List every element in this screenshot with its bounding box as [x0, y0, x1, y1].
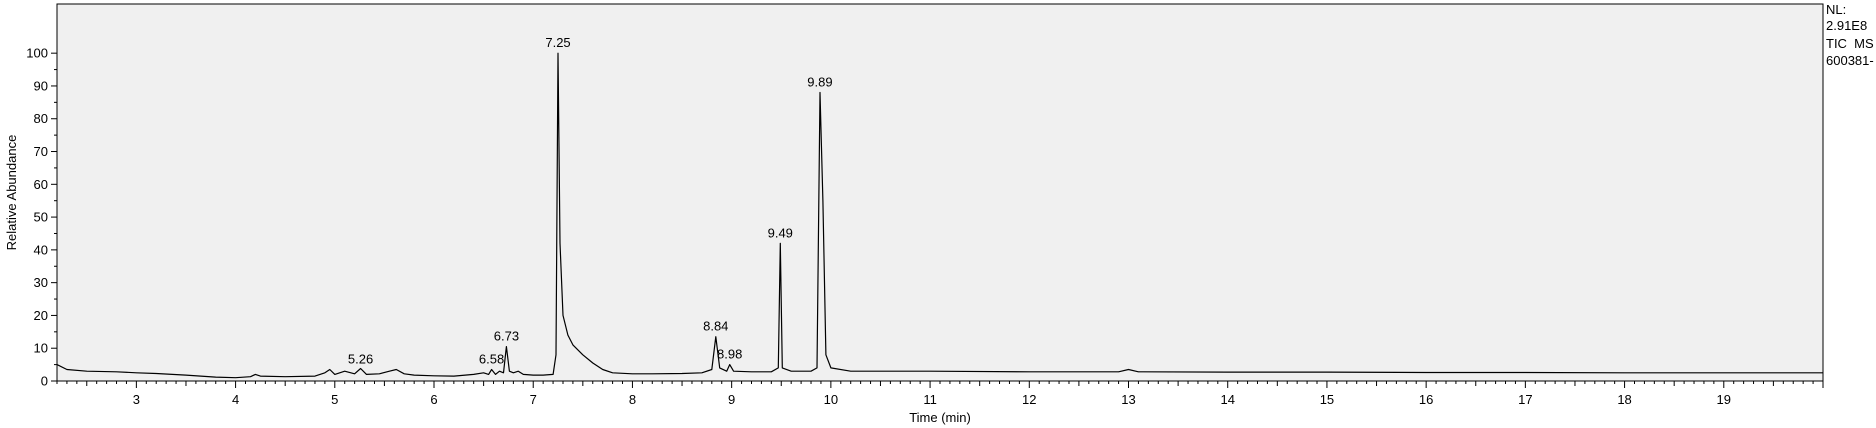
x-tick-label: 7 — [530, 392, 537, 407]
x-tick-label: 16 — [1419, 392, 1433, 407]
trace-label: TIC MS — [1826, 36, 1874, 51]
file-label: 600381- — [1826, 53, 1874, 68]
x-tick-label: 13 — [1121, 392, 1135, 407]
y-tick-label: 20 — [34, 308, 48, 323]
peak-label: 5.26 — [348, 352, 373, 367]
peak-label: 8.84 — [703, 319, 728, 334]
x-tick-label: 3 — [133, 392, 140, 407]
plot-area — [56, 3, 1824, 382]
x-tick-label: 10 — [824, 392, 838, 407]
x-tick-label: 11 — [923, 392, 937, 407]
x-tick-label: 8 — [629, 392, 636, 407]
peak-label: 8.98 — [717, 347, 742, 362]
y-tick-label: 60 — [34, 177, 48, 192]
nl-value: 2.91E8 — [1826, 18, 1867, 33]
x-tick-label: 15 — [1320, 392, 1334, 407]
y-tick-label: 70 — [34, 144, 48, 159]
peak-label: 9.89 — [807, 75, 832, 90]
peak-label: 9.49 — [768, 225, 793, 240]
x-axis: 3 4 5 6 7 8 9 10 11 12 13 14 15 16 17 18 19 — [56, 381, 1824, 407]
series-layer — [56, 52, 1823, 379]
x-tick-label: 4 — [232, 392, 239, 407]
y-tick-label: 40 — [34, 242, 48, 257]
x-tick-label: 17 — [1518, 392, 1532, 407]
peak-label: 6.73 — [494, 329, 519, 344]
y-tick-label: 80 — [34, 111, 48, 126]
nl-label: NL: — [1826, 2, 1846, 17]
y-axis-title: Relative Abundance — [4, 135, 19, 251]
y-axis: 0 10 20 30 40 50 60 70 80 90 100 — [26, 46, 57, 389]
y-tick-label: 100 — [26, 46, 48, 61]
x-axis-title: Time (min) — [909, 410, 971, 425]
peak-label: 6.58 — [479, 352, 504, 367]
x-tick-label: 14 — [1220, 392, 1234, 407]
x-tick-label: 19 — [1717, 392, 1731, 407]
x-tick-label: 6 — [430, 392, 437, 407]
tic-trace-line — [56, 52, 1823, 379]
peak-labels: 5.26 6.58 6.73 7.25 8.84 8.98 9.49 9.89 — [348, 35, 833, 366]
y-tick-label: 90 — [34, 78, 48, 93]
x-tick-label: 12 — [1022, 392, 1036, 407]
peak-label: 7.25 — [545, 35, 570, 50]
y-tick-label: 50 — [34, 210, 48, 225]
x-tick-label: 18 — [1617, 392, 1631, 407]
y-tick-label: 0 — [41, 374, 48, 389]
x-tick-label: 5 — [331, 392, 338, 407]
x-tick-label: 9 — [728, 392, 735, 407]
y-tick-label: 10 — [34, 341, 48, 356]
y-tick-label: 30 — [34, 275, 48, 290]
